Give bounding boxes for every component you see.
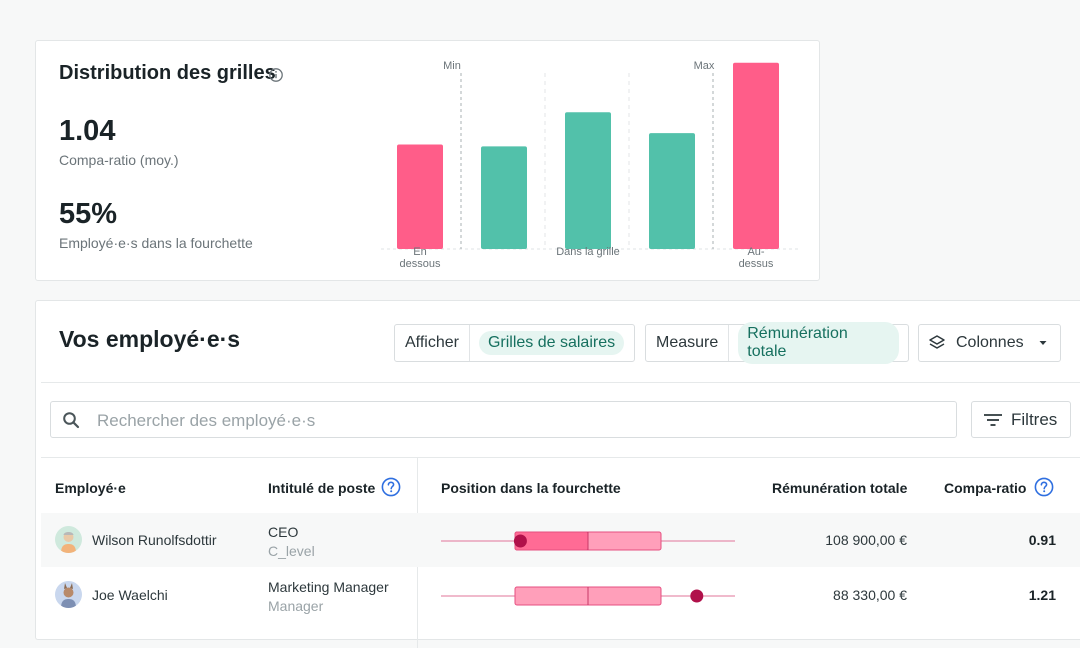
header-job-title[interactable]: Intitulé de poste bbox=[268, 480, 375, 496]
table-top-divider bbox=[41, 457, 1080, 458]
x-tick-label: En dessous bbox=[400, 246, 441, 270]
avatar-icon bbox=[55, 581, 82, 608]
help-icon[interactable] bbox=[1034, 477, 1054, 497]
job-title: Marketing Manager bbox=[268, 579, 389, 595]
chart-bar bbox=[733, 63, 779, 249]
search-field[interactable] bbox=[50, 401, 957, 438]
layers-icon bbox=[928, 334, 946, 352]
search-icon bbox=[62, 411, 80, 429]
table-row[interactable]: Wilson Runolfsdottir CEO C_level 108 900… bbox=[41, 513, 1080, 567]
search-input[interactable] bbox=[95, 402, 939, 439]
in-range-value: 55% bbox=[59, 198, 117, 231]
columns-button[interactable]: Colonnes bbox=[918, 324, 1061, 362]
x-tick-label: Au-dessus bbox=[739, 246, 774, 270]
chevron-down-icon bbox=[1038, 338, 1048, 348]
chart-bar bbox=[397, 145, 443, 250]
employees-card: Vos employé·e·s Afficher Grilles de sala… bbox=[35, 300, 1080, 640]
salary-marker bbox=[690, 590, 703, 603]
max-label: Max bbox=[694, 60, 715, 72]
x-tick-label: Dans la grille bbox=[556, 246, 620, 258]
chart-bar bbox=[565, 112, 611, 249]
distribution-title: Distribution des grilles bbox=[59, 62, 276, 85]
help-icon[interactable] bbox=[381, 477, 401, 497]
chart-bar bbox=[481, 146, 527, 249]
compa-ratio-value: 1.04 bbox=[59, 115, 115, 148]
range-position-bar bbox=[441, 581, 737, 611]
in-range-label: Employé·e·s dans la fourchette bbox=[59, 235, 253, 251]
employee-name[interactable]: Wilson Runolfsdottir bbox=[92, 532, 217, 548]
table-row[interactable]: Joe Waelchi Marketing Manager Manager 88… bbox=[41, 568, 1080, 622]
header-employee[interactable]: Employé·e bbox=[55, 480, 126, 496]
avatar-icon bbox=[55, 526, 82, 553]
show-selector[interactable]: Afficher Grilles de salaires bbox=[394, 324, 635, 362]
distribution-card: Distribution des grilles 1.04 Compa-rati… bbox=[35, 40, 820, 281]
chart-bar bbox=[649, 133, 695, 249]
filters-button[interactable]: Filtres bbox=[971, 401, 1071, 438]
total-compensation: 108 900,00 € bbox=[757, 532, 907, 548]
compa-ratio: 1.21 bbox=[996, 587, 1056, 603]
compa-ratio: 0.91 bbox=[996, 532, 1056, 548]
distribution-chart: Min Max En dessous Dans la grille Au-dessus bbox=[366, 49, 816, 274]
employees-title: Vos employé·e·s bbox=[59, 326, 240, 353]
job-title: CEO bbox=[268, 524, 298, 540]
columns-label: Colonnes bbox=[956, 334, 1024, 352]
filter-icon bbox=[983, 412, 1003, 428]
header-position[interactable]: Position dans la fourchette bbox=[441, 480, 621, 496]
salary-marker bbox=[514, 535, 527, 548]
header-total-comp[interactable]: Rémunération totale bbox=[772, 480, 907, 496]
measure-selector[interactable]: Measure Rémunération totale bbox=[645, 324, 909, 362]
total-compensation: 88 330,00 € bbox=[757, 587, 907, 603]
show-value[interactable]: Grilles de salaires bbox=[479, 331, 624, 355]
measure-label: Measure bbox=[646, 325, 729, 361]
job-level: C_level bbox=[268, 543, 315, 559]
header-compa-ratio[interactable]: Compa-ratio bbox=[944, 480, 1026, 496]
measure-value[interactable]: Rémunération totale bbox=[738, 322, 899, 364]
min-label: Min bbox=[443, 60, 461, 72]
filters-label: Filtres bbox=[1011, 410, 1057, 430]
employee-name[interactable]: Joe Waelchi bbox=[92, 587, 168, 603]
show-label: Afficher bbox=[395, 325, 470, 361]
info-icon[interactable] bbox=[268, 67, 284, 83]
job-level: Manager bbox=[268, 598, 323, 614]
compa-ratio-label: Compa-ratio (moy.) bbox=[59, 152, 179, 168]
range-position-bar bbox=[441, 526, 737, 556]
header-divider bbox=[41, 382, 1080, 383]
